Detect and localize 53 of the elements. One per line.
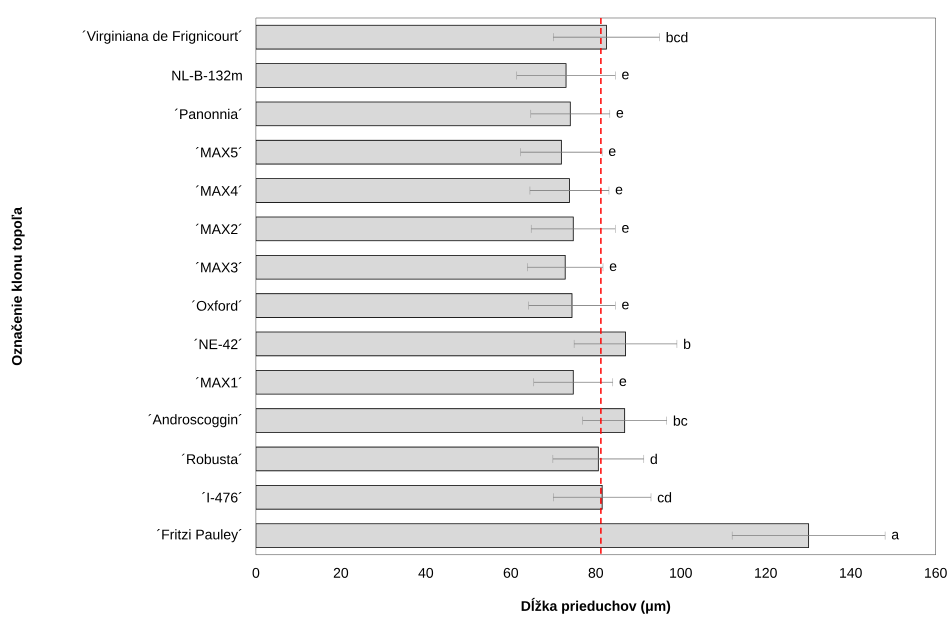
annotation: e — [622, 302, 629, 310]
y-tick-label: ´Fritzi Pauley´ — [156, 528, 242, 542]
bar — [256, 446, 599, 472]
x-tick-label: 60 — [504, 568, 518, 578]
bar — [256, 178, 570, 203]
x-tick-label: 40 — [418, 568, 434, 578]
bar — [256, 293, 572, 318]
y-tick-label: ´MAX3´ — [196, 262, 242, 272]
annotation: e — [616, 186, 622, 194]
x-tick-label: 120 — [755, 568, 777, 578]
bar — [256, 254, 566, 280]
annotation: b — [684, 338, 690, 349]
y-tick-label: ´Androscoggin´ — [148, 414, 242, 428]
annotation: e — [616, 110, 624, 118]
annotation: cd — [658, 492, 672, 502]
y-tick-label: ´MAX4´ — [196, 185, 242, 196]
bar — [256, 331, 626, 356]
y-tick-label: ´MAX2´ — [196, 224, 242, 234]
y-tick-label: ´NE-42´ — [194, 338, 242, 349]
y-tick-label: ´Panonnia´ — [174, 108, 242, 119]
annotation: e — [622, 224, 629, 233]
annotation: d — [650, 454, 657, 464]
y-tick-label: ´MAX5´ — [196, 146, 242, 158]
y-tick-label: ´Oxford´ — [192, 300, 242, 311]
x-tick-label: 140 — [840, 568, 862, 578]
annotation: e — [608, 148, 616, 156]
bar — [256, 216, 574, 241]
x-tick-label: 20 — [334, 568, 348, 578]
y-tick-label: ´Robusta´ — [182, 454, 242, 464]
bar — [256, 101, 571, 126]
bar — [256, 140, 562, 164]
y-axis-title: Označenie klonu topoľa — [11, 206, 25, 365]
annotation: e — [610, 263, 616, 271]
annotation: e — [620, 378, 626, 386]
bar — [256, 63, 566, 88]
x-tick-label: 100 — [670, 568, 692, 578]
y-tick-label: ´I-476´ — [202, 492, 242, 502]
annotation: bc — [674, 415, 688, 426]
annotation: a — [892, 532, 900, 540]
bar — [256, 523, 810, 548]
x-tick-label: 0 — [252, 568, 260, 578]
x-tick-label: 80 — [588, 568, 604, 578]
y-tick-label: NL-B-132m — [172, 70, 242, 80]
y-tick-label: ´Virginiana de Frignicourt´ — [82, 30, 242, 44]
bar — [256, 484, 603, 510]
x-axis-title: Dĺžka prieduchov (μm) — [522, 598, 670, 614]
annotation: bcd — [666, 32, 688, 42]
annotation: e — [622, 71, 629, 80]
bar — [256, 370, 574, 394]
bar — [256, 24, 607, 50]
y-tick-label: ´MAX1´ — [196, 376, 242, 388]
x-tick-label: 160 — [925, 568, 947, 578]
bar — [256, 408, 626, 433]
